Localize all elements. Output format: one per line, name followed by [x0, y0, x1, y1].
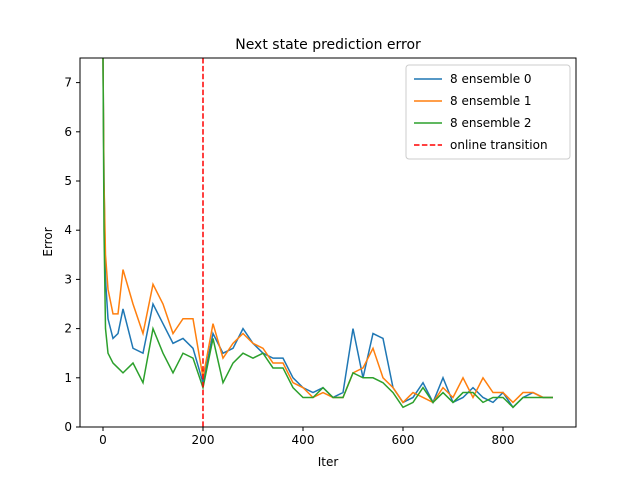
- plot-area: [102, 58, 553, 427]
- legend-label: 8 ensemble 1: [450, 94, 532, 108]
- x-axis-label: Iter: [318, 455, 339, 469]
- line-series: [102, 58, 553, 409]
- legend-label: 8 ensemble 0: [450, 72, 532, 86]
- y-tick-label: 0: [64, 420, 72, 434]
- y-tick-label: 7: [64, 76, 72, 90]
- legend-label: 8 ensemble 2: [450, 116, 532, 130]
- line-series: [102, 58, 553, 409]
- y-tick-label: 4: [64, 223, 72, 237]
- x-tick-label: 400: [292, 433, 315, 447]
- x-tick-label: 0: [99, 433, 107, 447]
- x-tick-label: 600: [392, 433, 415, 447]
- axes-frame: [79, 57, 577, 428]
- chart-title: Next state prediction error: [235, 37, 421, 53]
- legend-label: online transition: [450, 138, 548, 152]
- line-series: [102, 58, 553, 404]
- y-tick-label: 2: [64, 322, 72, 336]
- y-tick-label: 3: [64, 272, 72, 286]
- x-tick-label: 200: [192, 433, 215, 447]
- legend-box: [405, 64, 571, 160]
- y-axis-label: Error: [41, 227, 55, 256]
- y-tick-label: 5: [64, 174, 72, 188]
- y-tick-label: 6: [64, 125, 72, 139]
- y-tick-label: 1: [64, 371, 72, 385]
- x-tick-label: 800: [492, 433, 515, 447]
